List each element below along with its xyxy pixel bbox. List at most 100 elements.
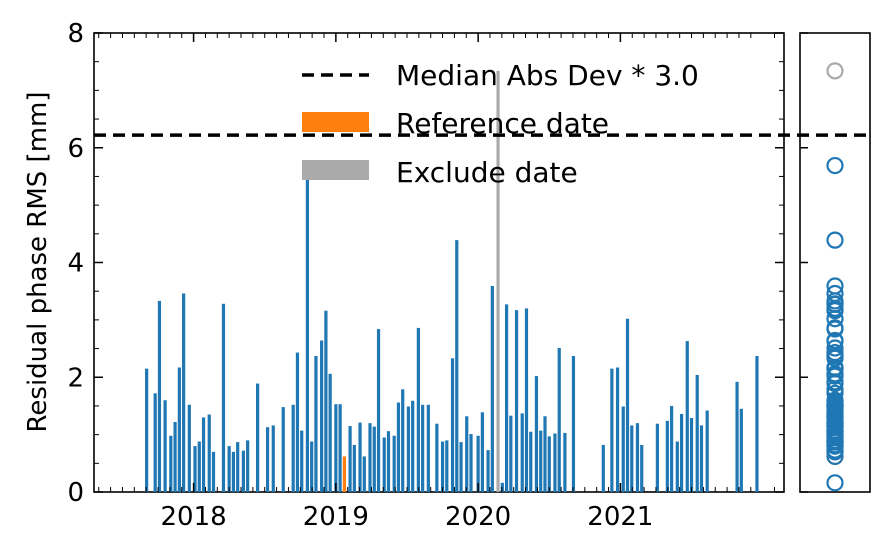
bar — [520, 413, 524, 492]
bar — [571, 356, 576, 492]
bar — [231, 451, 236, 492]
bar — [352, 444, 356, 492]
y-tick-label: 0 — [67, 478, 84, 508]
bar — [182, 293, 186, 492]
side-point — [826, 366, 844, 384]
bar — [670, 405, 674, 492]
bar — [440, 441, 445, 492]
bar — [338, 404, 342, 492]
legend-mad-label: Median Abs Dev * 3.0 — [396, 59, 699, 92]
bar — [435, 423, 439, 492]
reference-date-bar — [342, 456, 346, 492]
side-point — [826, 231, 844, 249]
bar — [534, 376, 539, 492]
bar — [450, 358, 455, 492]
bar — [411, 400, 415, 492]
side-point-exclude — [826, 62, 844, 80]
side-point — [826, 441, 844, 459]
bar — [416, 327, 420, 492]
side-point — [826, 474, 844, 492]
bar — [476, 435, 480, 492]
bar — [679, 413, 684, 492]
x-tick-label: 2020 — [445, 502, 511, 532]
bar — [490, 286, 494, 492]
bar — [291, 404, 295, 492]
bar — [547, 436, 551, 492]
bar — [328, 373, 332, 492]
bar — [553, 433, 557, 492]
bar — [601, 444, 605, 492]
bar — [187, 404, 191, 492]
bar — [305, 165, 309, 493]
bar — [177, 367, 181, 492]
bar — [153, 393, 157, 492]
bar — [469, 434, 473, 492]
side-point — [826, 373, 844, 391]
bar — [625, 318, 630, 492]
bar — [699, 425, 704, 492]
bar — [169, 435, 173, 492]
bar — [145, 368, 149, 492]
bar — [685, 341, 689, 492]
bar — [635, 423, 640, 492]
bar — [300, 430, 304, 492]
bar — [455, 240, 459, 492]
bar — [227, 446, 231, 492]
bar — [362, 456, 366, 492]
y-tick-label: 8 — [67, 19, 84, 49]
bar — [173, 422, 177, 492]
main-plot-panel: 0 2 4 6 8 2018 2019 2020 2021 — [67, 19, 785, 532]
bar — [314, 356, 318, 492]
bar — [271, 425, 275, 492]
y-axis-ticks: 0 2 4 6 8 — [67, 19, 784, 508]
legend: Median Abs Dev * 3.0 Reference date Excl… — [302, 59, 699, 189]
side-point — [826, 310, 844, 328]
side-point — [826, 400, 844, 418]
bar — [392, 435, 396, 492]
bar — [197, 441, 201, 492]
bar — [426, 404, 430, 492]
bar — [529, 431, 533, 492]
bar — [543, 416, 547, 492]
side-point — [826, 319, 844, 337]
bar — [207, 414, 211, 492]
bar — [621, 406, 625, 492]
bar — [655, 423, 659, 492]
bar — [157, 300, 162, 492]
x-axis-ticks: 2018 2019 2020 2021 — [98, 33, 776, 532]
bar — [735, 381, 739, 492]
bar — [236, 442, 240, 492]
bar — [695, 374, 699, 492]
bar — [755, 356, 759, 492]
bar — [539, 430, 543, 492]
bar — [386, 431, 391, 492]
bar-series — [145, 70, 759, 493]
legend-reference-label: Reference date — [396, 107, 609, 140]
bar — [563, 432, 567, 492]
bar — [615, 367, 620, 492]
bar — [376, 329, 381, 492]
bar — [211, 451, 216, 492]
y-tick-label: 4 — [67, 249, 84, 279]
bar — [324, 310, 328, 492]
side-point — [826, 299, 844, 317]
bar — [221, 303, 226, 492]
bar — [480, 412, 484, 492]
x-tick-label: 2018 — [161, 502, 227, 532]
bar — [396, 402, 401, 492]
bar — [406, 406, 411, 492]
bar — [640, 444, 644, 492]
x-tick-label: 2019 — [303, 502, 369, 532]
bar — [334, 404, 338, 492]
bar — [310, 441, 314, 492]
side-scatter-points — [826, 62, 844, 492]
bar — [739, 408, 743, 492]
bar — [524, 308, 529, 492]
bar — [465, 416, 469, 492]
bar — [509, 415, 513, 492]
exclude-date-bar — [496, 70, 500, 493]
bar — [368, 423, 372, 492]
bar — [348, 426, 352, 492]
bar — [610, 368, 614, 492]
